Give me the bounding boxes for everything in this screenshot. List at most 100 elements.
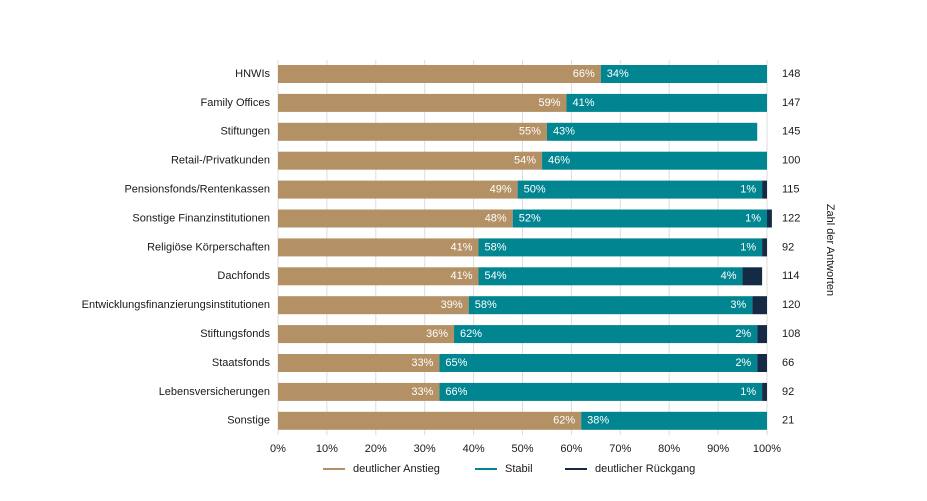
bar-segment [278,267,479,286]
count-label: 114 [782,270,800,282]
value-label: 34% [607,68,629,80]
bar-segment [439,382,763,401]
value-label: 54% [514,155,536,167]
bar-segment [767,209,772,228]
bar-segment [278,122,547,141]
value-label: 66% [573,68,595,80]
bar-segment [454,325,758,344]
value-label: 55% [519,126,541,138]
value-label: 2% [735,357,751,369]
y-tick-label: Sonstige Finanzinstitutionen [132,212,270,224]
value-label: 1% [740,184,756,196]
count-label: 92 [782,386,794,398]
bar-segment [278,382,440,401]
bar-segment [762,238,767,257]
y-tick-label: HNWIs [235,68,270,80]
value-label: 49% [490,184,512,196]
bar-segment [278,151,543,170]
bar-segment [278,325,455,344]
x-tick-label: 10% [316,443,338,455]
y-tick-label: Staatsfonds [212,357,271,369]
value-label: 3% [730,299,746,311]
bar-segment [581,411,767,430]
x-tick-label: 80% [658,443,680,455]
y-tick-label: Stiftungen [220,126,270,138]
bar-segment [278,296,469,315]
legend-label: deutlicher Anstieg [353,463,440,475]
value-label: 1% [740,386,756,398]
bar-segment [512,209,767,228]
count-label: 115 [782,184,800,196]
x-tick-label: 30% [414,443,436,455]
value-label: 58% [484,241,506,253]
count-label: 92 [782,241,794,253]
bar-segment [762,180,767,199]
value-label: 1% [740,241,756,253]
bar-segment [742,267,763,286]
y-tick-label: Pensionsfonds/Rentenkassen [124,184,270,196]
bar-segment [757,354,767,372]
count-label: 147 [782,97,800,109]
bar-segment [542,151,767,170]
value-label: 43% [553,126,575,138]
value-label: 50% [524,184,546,196]
y-tick-label: Lebensversicherungen [159,386,270,398]
value-label: 54% [484,270,506,282]
y-tick-label: Dachfonds [217,270,270,282]
value-label: 41% [573,97,595,109]
value-label: 1% [745,212,761,224]
legend-label: deutlicher Rückgang [595,463,695,475]
value-label: 48% [485,212,507,224]
value-label: 39% [441,299,463,311]
count-label: 108 [782,328,800,340]
count-label: 148 [782,68,800,80]
counts-axis-label: Zahl der Antworten [824,204,836,296]
value-label: 58% [475,299,497,311]
x-tick-label: 60% [560,443,582,455]
value-label: 33% [411,386,433,398]
value-label: 38% [587,415,609,427]
legend-label: Stabil [505,463,533,475]
bar-segment [278,238,479,257]
value-label: 62% [553,415,575,427]
value-label: 62% [460,328,482,340]
count-label: 122 [782,212,800,224]
x-tick-label: 100% [753,443,781,455]
bar-segment [278,354,440,372]
value-label: 66% [445,386,467,398]
bar-segment [566,93,767,112]
y-tick-label: Religiöse Körperschaften [147,241,270,253]
bar-segment [278,180,518,199]
bar-segment [478,238,763,257]
bar-segment [439,354,758,372]
value-label: 65% [445,357,467,369]
bar-segment [278,209,513,228]
bar-segment [468,296,753,315]
value-label: 46% [548,155,570,167]
value-label: 36% [426,328,448,340]
bar-segment [757,325,767,344]
x-tick-label: 40% [463,443,485,455]
count-label: 145 [782,126,800,138]
count-label: 66 [782,357,794,369]
y-tick-label: Stiftungsfonds [200,328,270,340]
bar-segment [762,382,767,401]
value-label: 2% [735,328,751,340]
count-label: 100 [782,155,800,167]
bar-segment [278,93,567,112]
y-tick-label: Entwicklungsfinanzierungsinstitutionen [82,299,270,311]
value-label: 41% [450,241,472,253]
x-tick-label: 50% [511,443,533,455]
value-label: 33% [411,357,433,369]
y-tick-label: Family Offices [201,97,271,109]
x-tick-label: 90% [707,443,729,455]
bar-segment [546,122,758,141]
bar-segment [278,65,601,83]
bar-segment [600,65,767,83]
value-label: 4% [721,270,737,282]
value-label: 52% [519,212,541,224]
bar-segment [517,180,763,199]
count-label: 21 [782,415,794,427]
value-label: 59% [538,97,560,109]
